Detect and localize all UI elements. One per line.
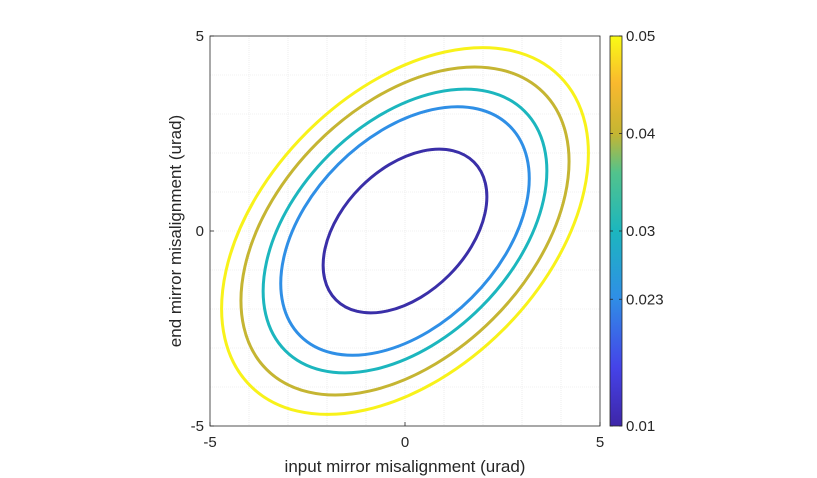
colorbar-tick-label: 0.023 <box>626 291 664 308</box>
gridlines <box>210 36 600 426</box>
colorbar-tick-label: 0.03 <box>626 223 655 240</box>
contour-level-0_05 <box>220 46 590 416</box>
contour-level-0_01 <box>321 147 489 315</box>
colorbar-tick-label: 0.05 <box>626 28 655 45</box>
y-tick-label: -5 <box>191 418 204 435</box>
y-tick-label: 5 <box>196 28 204 45</box>
contour-lines <box>220 46 590 416</box>
colorbar-tick-label: 0.04 <box>626 126 655 143</box>
colorbar-ticks: 0.01 0.023 0.03 0.04 0.05 <box>610 28 664 435</box>
y-tick-label: 0 <box>196 223 204 240</box>
contour-level-0_023 <box>279 105 531 357</box>
x-tick-label: 5 <box>596 434 604 451</box>
axis-ticks: -5 0 5 -5 0 5 <box>191 28 605 451</box>
contour-level-0_04 <box>239 65 571 397</box>
x-tick-label: 0 <box>401 434 409 451</box>
y-axis-label: end mirror misalignment (urad) <box>166 115 185 347</box>
colorbar-tick-label: 0.01 <box>626 418 655 435</box>
x-tick-label: -5 <box>203 434 216 451</box>
x-axis-label: input mirror misalignment (urad) <box>285 457 526 476</box>
contour-level-0_03 <box>261 87 549 375</box>
